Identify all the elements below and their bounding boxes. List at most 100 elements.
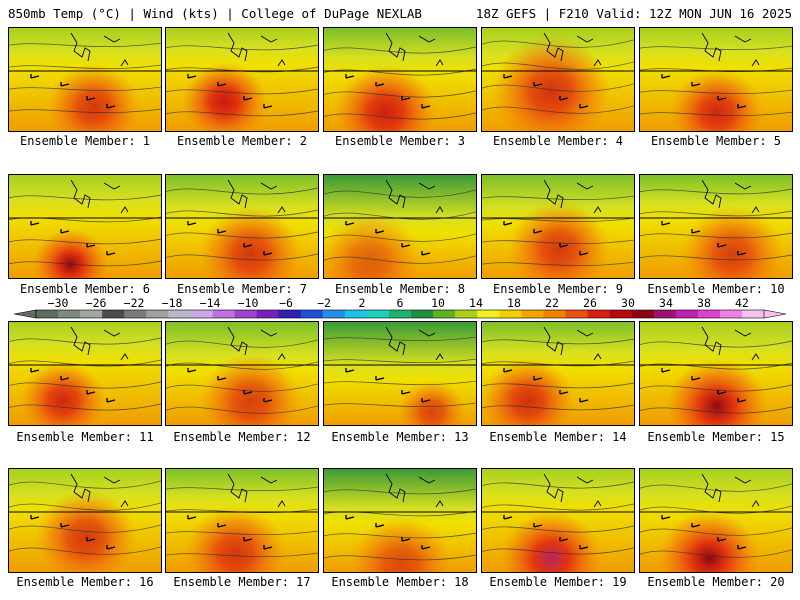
colorbar-swatch [388, 310, 412, 318]
warm-core [397, 379, 466, 425]
wind-barb [86, 537, 96, 542]
wind-barb [217, 229, 227, 234]
height-contour [482, 547, 634, 555]
colorbar-tick-label: 26 [583, 296, 597, 310]
height-contour [166, 508, 318, 514]
coastline [543, 473, 602, 508]
panel-label-3: Ensemble Member: 3 [334, 134, 466, 148]
colorbar-swatch [322, 310, 346, 318]
height-contour [9, 64, 161, 70]
height-contour [9, 381, 161, 389]
temperature-map-6 [9, 175, 161, 278]
wind-barb [559, 96, 569, 101]
temperature-map-15 [640, 322, 792, 425]
temperature-map-17 [166, 469, 318, 572]
wind-barb [243, 390, 253, 395]
colorbar-swatch [609, 310, 633, 318]
panel-label-5: Ensemble Member: 5 [650, 134, 782, 148]
ensemble-panel-13 [323, 321, 477, 426]
colorbar-tick-label: 30 [621, 296, 635, 310]
height-contour [482, 404, 634, 411]
panel-label-8: Ensemble Member: 8 [334, 282, 466, 296]
colorbar-low-arrow [13, 309, 37, 319]
colorbar-swatch [587, 310, 610, 318]
wind-barb [401, 243, 411, 248]
wind-barb [86, 390, 96, 395]
wind-barb [217, 376, 227, 381]
colorbar-swatch [697, 310, 721, 318]
height-contour [482, 382, 634, 389]
wind-barb [345, 515, 355, 520]
warm-core [324, 211, 422, 278]
height-contour [640, 111, 792, 117]
wind-barb [533, 82, 543, 87]
ensemble-panel-17 [165, 468, 319, 573]
wind-barb [187, 221, 197, 226]
colorbar-swatch [256, 310, 280, 318]
wind-barb [30, 515, 40, 520]
temperature-map-5 [640, 28, 792, 131]
height-contour [324, 112, 476, 120]
ensemble-panel-4 [481, 27, 635, 132]
height-contour [640, 527, 792, 536]
colorbar-swatch [631, 310, 655, 318]
height-contour [9, 108, 161, 114]
colorbar-swatch [58, 310, 81, 318]
wind-barb [421, 251, 431, 256]
temperature-map-18 [324, 469, 476, 572]
warm-core [199, 353, 302, 425]
panel-label-18: Ensemble Member: 18 [331, 575, 469, 589]
height-contour [640, 210, 792, 217]
height-contour [9, 194, 161, 201]
coastline [70, 473, 129, 508]
wind-barb [263, 251, 273, 256]
height-contour [482, 61, 634, 70]
wind-barb [401, 96, 411, 101]
wind-barb [243, 96, 253, 101]
panel-label-9: Ensemble Member: 9 [492, 282, 624, 296]
coastline [543, 179, 602, 214]
height-contour [324, 402, 476, 408]
warm-core [184, 505, 287, 572]
coastline [385, 179, 444, 214]
height-contour [324, 233, 476, 242]
wind-barb [60, 376, 70, 381]
colorbar-swatch [212, 310, 235, 318]
height-contour [640, 254, 792, 261]
colorbar-tick-label: 22 [545, 296, 559, 310]
colorbar-swatch [344, 310, 368, 318]
height-contour [166, 44, 318, 51]
colorbar-swatch [300, 310, 324, 318]
wind-barb [401, 390, 411, 395]
colorbar-tick-label: 14 [469, 296, 483, 310]
colorbar-tick-label: 38 [697, 296, 711, 310]
wind-barb [60, 82, 70, 87]
height-contour [324, 46, 476, 54]
height-contour [482, 83, 634, 92]
ensemble-panel-2 [165, 27, 319, 132]
height-contour [9, 403, 161, 411]
wind-barb [243, 243, 253, 248]
height-contour [9, 337, 161, 345]
warm-core [500, 511, 603, 572]
wind-barb [737, 545, 747, 550]
wind-barb [579, 104, 589, 109]
wind-barb [375, 229, 385, 234]
temperature-map-10 [640, 175, 792, 278]
height-contour [9, 260, 161, 267]
coastline [70, 326, 129, 361]
coastline [227, 32, 286, 67]
height-contour [640, 45, 792, 51]
height-contour [640, 505, 792, 514]
colorbar-tick-label: 34 [659, 296, 673, 310]
wind-barb [375, 376, 385, 381]
coastline [227, 473, 286, 508]
coastline [227, 326, 286, 361]
height-contour [9, 480, 161, 489]
coastline [543, 326, 602, 361]
height-contour [166, 552, 318, 558]
temperature-map-2 [166, 28, 318, 131]
temperature-map-4 [482, 28, 634, 131]
coastline [701, 473, 760, 508]
panel-label-12: Ensemble Member: 12 [173, 430, 311, 444]
